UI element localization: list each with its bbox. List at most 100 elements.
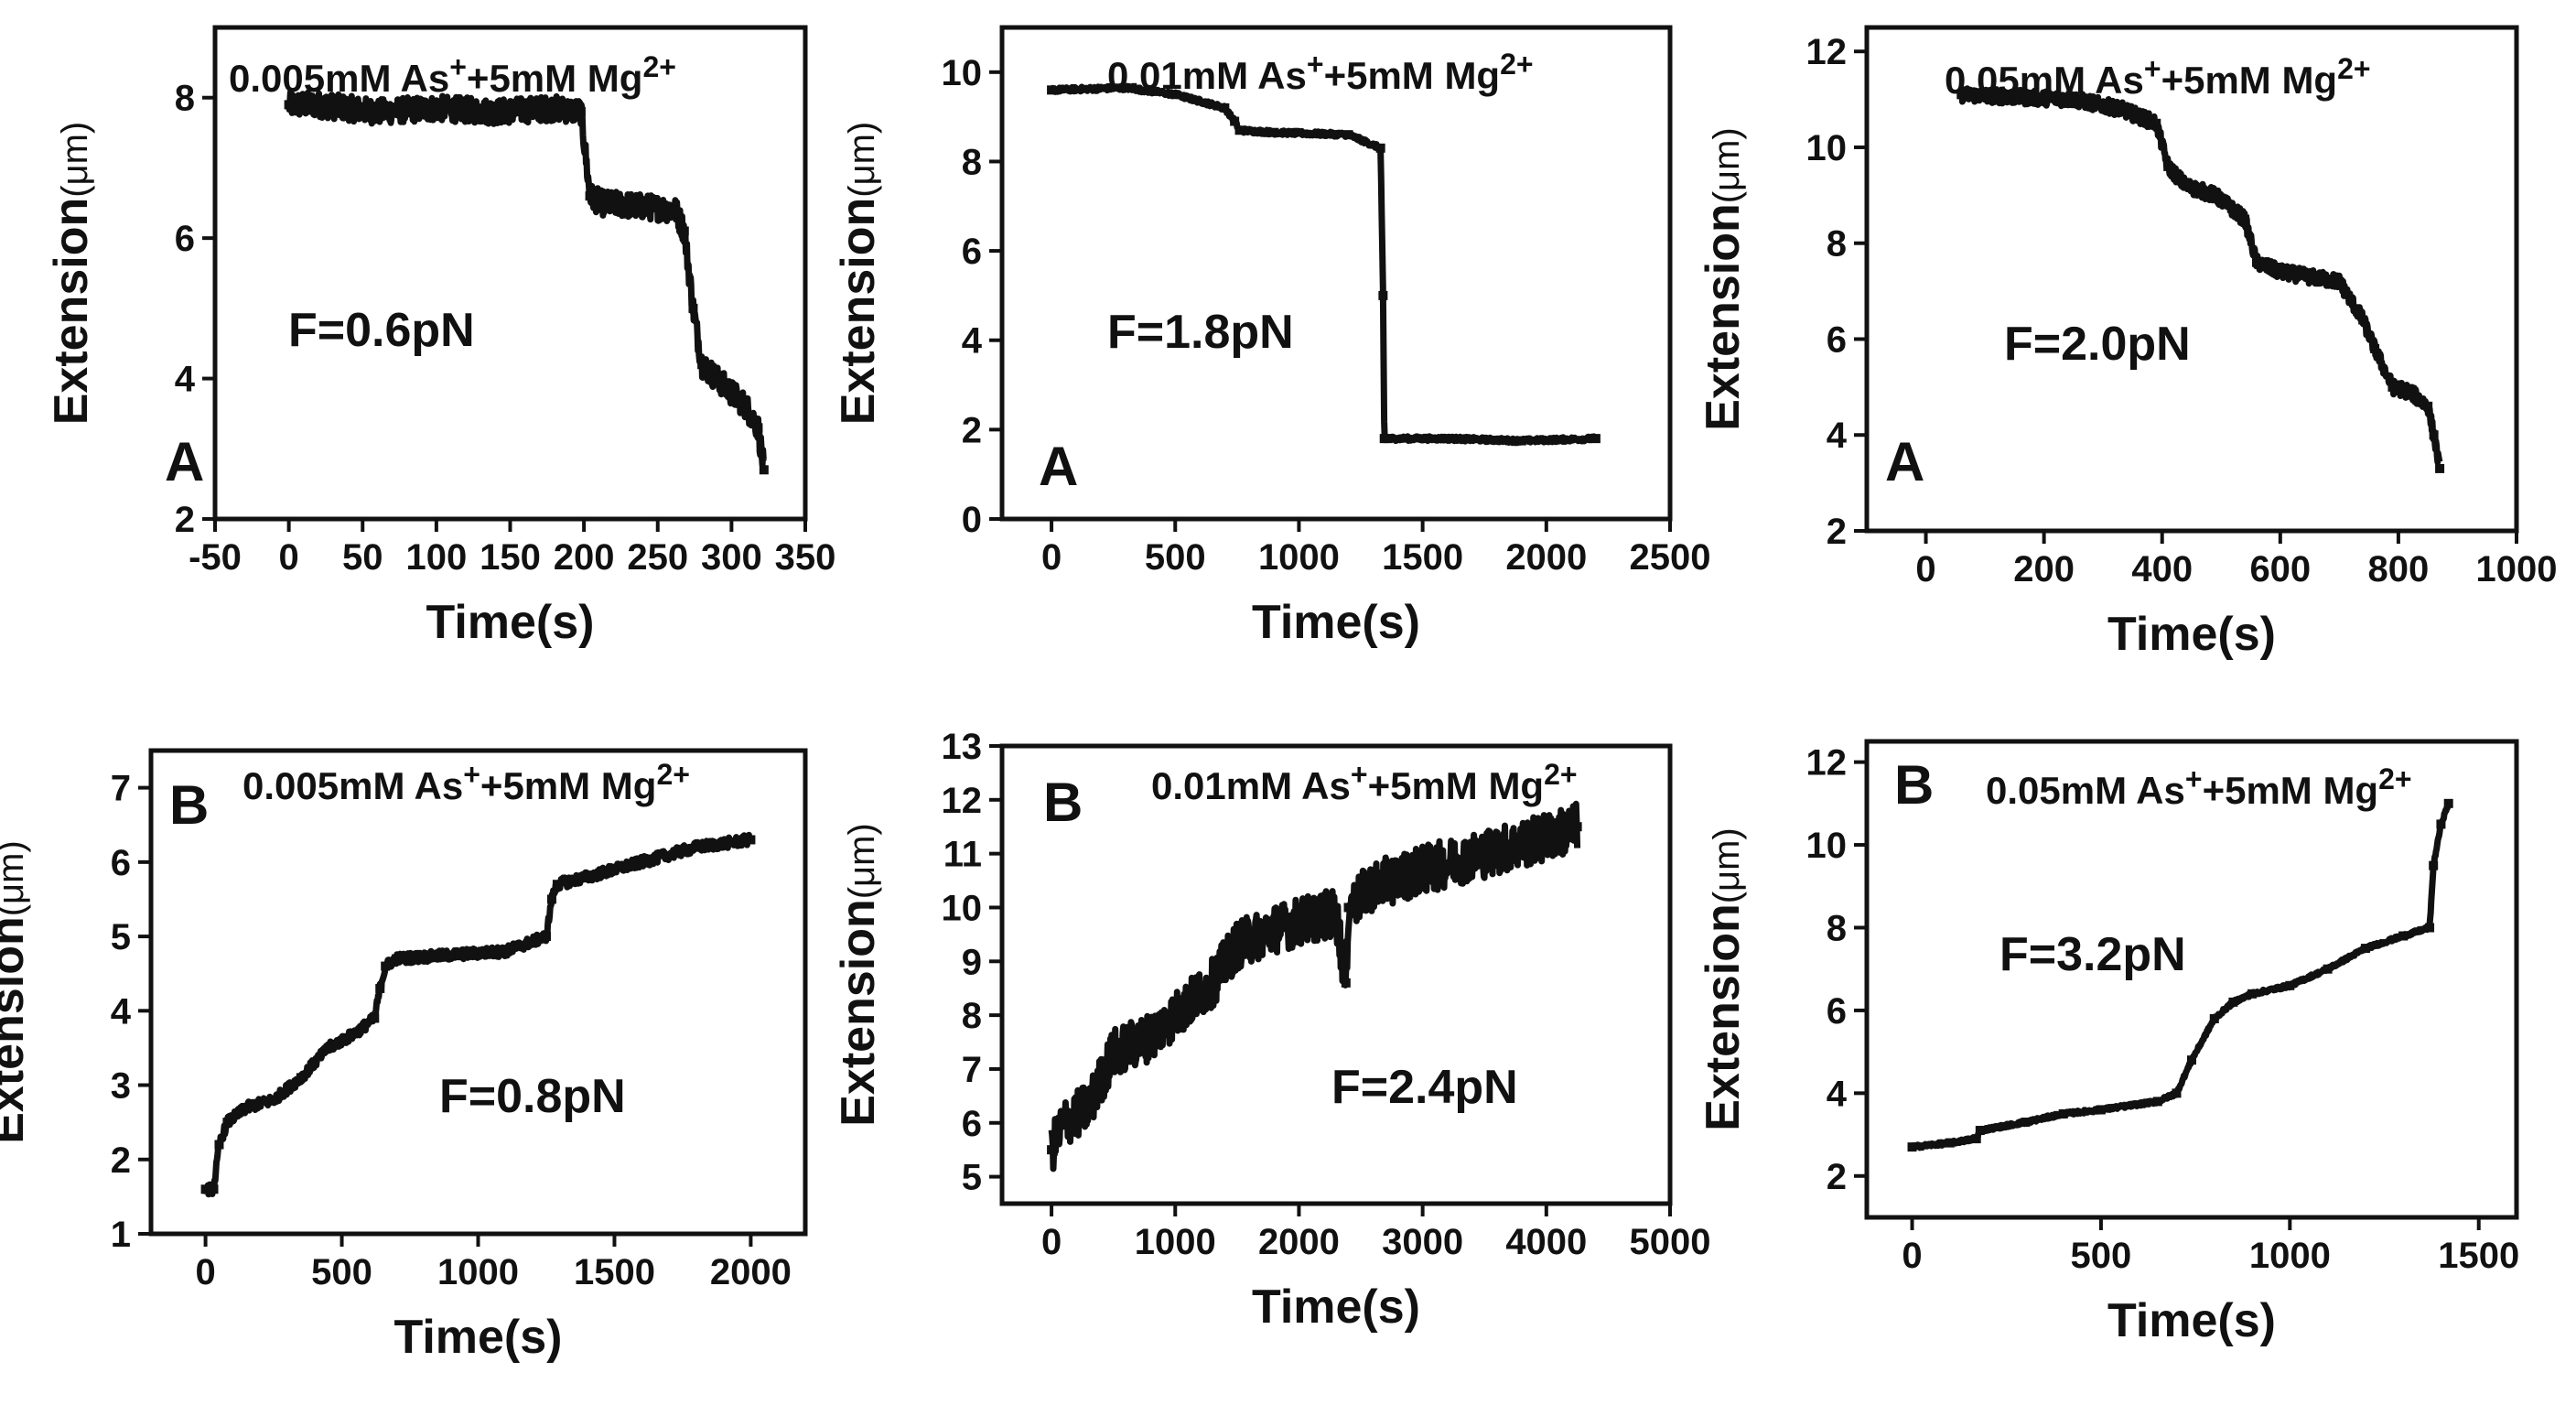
data-point-A2 bbox=[1378, 290, 1388, 300]
data-point-B2 bbox=[1331, 908, 1341, 918]
x-tick-label-A2: 1500 bbox=[1382, 537, 1463, 578]
y-tick-label-B2: 12 bbox=[942, 781, 983, 821]
x-tick-label-A1: 0 bbox=[279, 537, 299, 578]
data-point-B2 bbox=[1059, 1118, 1069, 1128]
chart-title-B1: 0.005mM As++5mM Mg2+ bbox=[243, 758, 690, 807]
data-point-B3 bbox=[1945, 1138, 1955, 1148]
data-point-A1 bbox=[688, 303, 698, 313]
data-point-B3 bbox=[2436, 819, 2446, 829]
x-tick-label-B3: 1500 bbox=[2438, 1236, 2519, 1276]
y-axis-label-A1: Extension(μm) bbox=[45, 122, 98, 426]
data-point-B3 bbox=[2443, 798, 2453, 808]
data-point-A1 bbox=[697, 360, 707, 370]
data-point-A2 bbox=[1170, 90, 1180, 100]
data-point-B2 bbox=[1232, 940, 1242, 950]
y-tick-label-A3: 2 bbox=[1827, 512, 1847, 552]
data-point-B1 bbox=[370, 1013, 380, 1023]
x-tick-label-A1: 150 bbox=[480, 537, 541, 578]
data-point-B1 bbox=[296, 1073, 306, 1083]
data-point-B2 bbox=[1207, 978, 1217, 988]
data-point-B3 bbox=[2398, 931, 2409, 941]
force-label-A1: F=0.6pN bbox=[288, 304, 475, 357]
x-axis-label-A2: Time(s) bbox=[1252, 596, 1420, 649]
data-point-A3 bbox=[2116, 104, 2126, 114]
panel-label-A1: A bbox=[165, 431, 204, 492]
plot-frame-B3 bbox=[1864, 739, 2519, 1220]
y-tick-label-B3: 10 bbox=[1806, 826, 1848, 866]
x-tick-label-A3: 800 bbox=[2368, 549, 2430, 589]
data-point-B1 bbox=[552, 880, 562, 890]
data-point-B3 bbox=[2152, 1097, 2162, 1107]
data-point-B1 bbox=[582, 872, 592, 882]
data-point-B2 bbox=[1343, 902, 1353, 913]
x-tick-label-B2: 1000 bbox=[1135, 1222, 1216, 1262]
force-label-A2: F=1.8pN bbox=[1107, 306, 1294, 359]
data-point-B1 bbox=[637, 857, 647, 867]
data-point-A3 bbox=[2334, 276, 2344, 286]
plot-frame-B1 bbox=[148, 748, 808, 1237]
panel-label-A2: A bbox=[1039, 436, 1078, 497]
data-point-B1 bbox=[200, 1184, 210, 1194]
data-point-A1 bbox=[671, 205, 681, 215]
data-point-A1 bbox=[284, 100, 294, 110]
data-point-A1 bbox=[759, 465, 769, 475]
x-tick-label-B2: 4000 bbox=[1505, 1222, 1587, 1262]
y-tick-label-A1: 8 bbox=[175, 79, 195, 119]
series-line-A3 bbox=[1958, 85, 2443, 466]
data-point-B3 bbox=[2323, 964, 2333, 974]
y-tick-label-B3: 4 bbox=[1827, 1074, 1848, 1114]
y-tick-label-A3: 6 bbox=[1827, 319, 1847, 360]
x-tick-label-A1: 250 bbox=[627, 537, 688, 578]
y-tick-label-B3: 12 bbox=[1806, 743, 1848, 784]
y-tick-label-B1: 4 bbox=[111, 991, 132, 1032]
x-tick-label-A1: 300 bbox=[701, 537, 762, 578]
data-point-A2 bbox=[1343, 130, 1353, 140]
data-point-A1 bbox=[712, 373, 722, 384]
x-axis-label-B3: Time(s) bbox=[2107, 1294, 2276, 1347]
series-line-B1 bbox=[202, 831, 754, 1198]
data-point-A3 bbox=[2275, 267, 2285, 277]
data-point-B1 bbox=[375, 983, 385, 993]
data-point-B3 bbox=[2058, 1108, 2068, 1119]
y-tick-label-A2: 2 bbox=[962, 410, 982, 450]
data-point-B3 bbox=[2429, 860, 2439, 870]
data-point-A3 bbox=[2181, 180, 2191, 190]
data-point-A3 bbox=[2252, 257, 2261, 267]
x-tick-label-A1: -50 bbox=[189, 537, 242, 578]
data-point-A2 bbox=[1516, 436, 1526, 446]
data-point-B1 bbox=[691, 842, 701, 852]
data-point-B2 bbox=[1146, 1032, 1156, 1042]
data-point-A3 bbox=[2010, 92, 2020, 102]
y-tick-label-A2: 4 bbox=[962, 321, 983, 362]
y-tick-label-A3: 4 bbox=[1827, 416, 1848, 456]
data-point-A2 bbox=[1375, 143, 1385, 153]
data-point-A2 bbox=[1442, 434, 1452, 444]
x-tick-label-B2: 3000 bbox=[1382, 1222, 1463, 1262]
data-point-A3 bbox=[2346, 296, 2356, 306]
y-tick-label-B2: 7 bbox=[962, 1050, 982, 1090]
y-tick-label-A2: 10 bbox=[942, 53, 983, 93]
y-tick-label-B2: 5 bbox=[962, 1158, 982, 1198]
data-point-A3 bbox=[2305, 272, 2315, 282]
panel-label-B2: B bbox=[1043, 772, 1083, 833]
x-tick-label-A3: 200 bbox=[2013, 549, 2075, 589]
data-point-B1 bbox=[350, 1028, 361, 1038]
y-tick-label-A2: 8 bbox=[962, 142, 982, 182]
data-point-A3 bbox=[2423, 401, 2433, 411]
data-point-A1 bbox=[490, 107, 501, 117]
data-point-A3 bbox=[2405, 387, 2415, 397]
data-point-A3 bbox=[2387, 382, 2398, 392]
data-point-B1 bbox=[323, 1043, 333, 1053]
data-point-B2 bbox=[1047, 1145, 1057, 1155]
y-tick-label-A3: 8 bbox=[1827, 224, 1847, 265]
data-point-A3 bbox=[2358, 315, 2368, 325]
data-point-A1 bbox=[597, 198, 607, 208]
data-point-B1 bbox=[446, 950, 456, 960]
y-axis-label-A2: Extension(μm) bbox=[832, 122, 885, 426]
y-axis-label-A3: Extension(μm) bbox=[1697, 127, 1750, 431]
series-line-A2 bbox=[1048, 82, 1600, 447]
data-point-A1 bbox=[727, 387, 737, 397]
chart-title-B2: 0.01mM As++5mM Mg2+ bbox=[1151, 758, 1578, 807]
data-point-A3 bbox=[2435, 463, 2445, 473]
x-tick-label-A2: 2500 bbox=[1630, 537, 1711, 578]
